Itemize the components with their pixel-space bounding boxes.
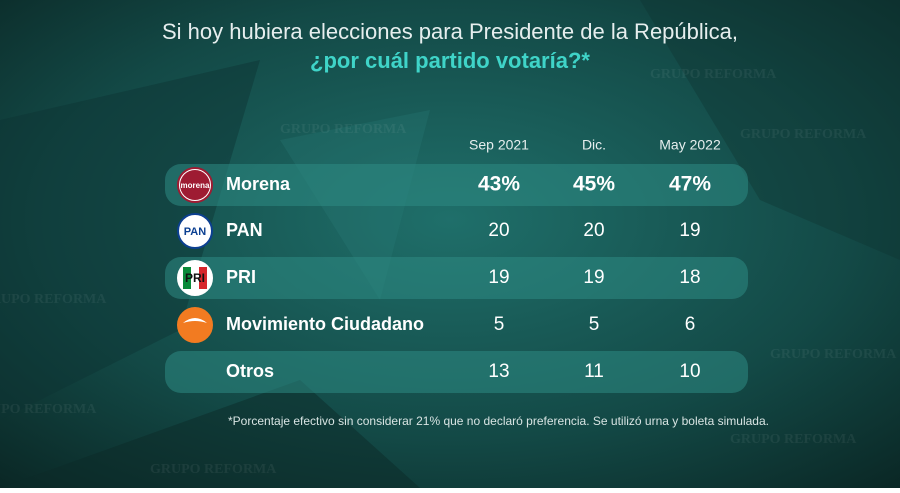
logo-text: PAN (184, 226, 206, 238)
cell-value: 20 (583, 220, 604, 241)
watermark: GRUPO REFORMA (0, 402, 97, 417)
row-band (165, 164, 748, 206)
cell-value: 5 (589, 314, 600, 335)
column-header: May 2022 (659, 137, 721, 153)
logo-text: morena (181, 181, 210, 190)
bg-shape (0, 60, 260, 420)
row-band (165, 351, 748, 393)
cell-value: 45% (573, 173, 615, 196)
cell-value: 20 (488, 220, 509, 241)
footnote: *Porcentaje efectivo sin considerar 21% … (228, 414, 769, 428)
party-name: PAN (226, 220, 263, 240)
cell-value: 5 (494, 314, 505, 335)
watermark: GRUPO REFORMA (280, 122, 407, 137)
cell-value: 19 (488, 267, 509, 288)
subtitle: ¿por cuál partido votaría?* (310, 48, 590, 73)
cell-value: 43% (478, 173, 520, 196)
cell-value: 19 (679, 220, 700, 241)
party-logo (177, 213, 213, 249)
title: Si hoy hubiera elecciones para President… (162, 19, 738, 44)
cell-value: 19 (583, 267, 604, 288)
party-name: Morena (226, 174, 291, 194)
row-band (165, 257, 748, 299)
watermark: GRUPO REFORMA (0, 292, 107, 307)
cell-value: 11 (584, 361, 604, 382)
party-logo-inner (180, 170, 210, 200)
cell-value: 47% (669, 173, 711, 196)
watermark: GRUPO REFORMA (730, 432, 857, 447)
watermark: GRUPO REFORMA (770, 347, 897, 362)
watermarks: GRUPO REFORMA GRUPO REFORMA GRUPO REFORM… (0, 67, 897, 477)
cell-value: 18 (679, 267, 700, 288)
logo-bird (183, 318, 207, 323)
party-name: PRI (226, 267, 256, 287)
party-name: Movimiento Ciudadano (226, 314, 424, 334)
logo-stripe (199, 267, 207, 289)
logo-text: PRI (185, 271, 205, 285)
party-logo (177, 307, 213, 343)
party-name: Otros (226, 361, 274, 381)
logo-stripe (183, 267, 191, 289)
cell-value: 10 (679, 361, 700, 382)
bg-shape (640, 0, 900, 260)
column-header: Dic. (582, 137, 606, 153)
watermark: GRUPO REFORMA (650, 67, 777, 82)
watermark: GRUPO REFORMA (740, 127, 867, 142)
cell-value: 6 (685, 314, 696, 335)
bg-shape (0, 380, 420, 488)
cell-value: 13 (488, 361, 509, 382)
column-header: Sep 2021 (469, 137, 529, 153)
watermark: GRUPO REFORMA (150, 462, 277, 477)
